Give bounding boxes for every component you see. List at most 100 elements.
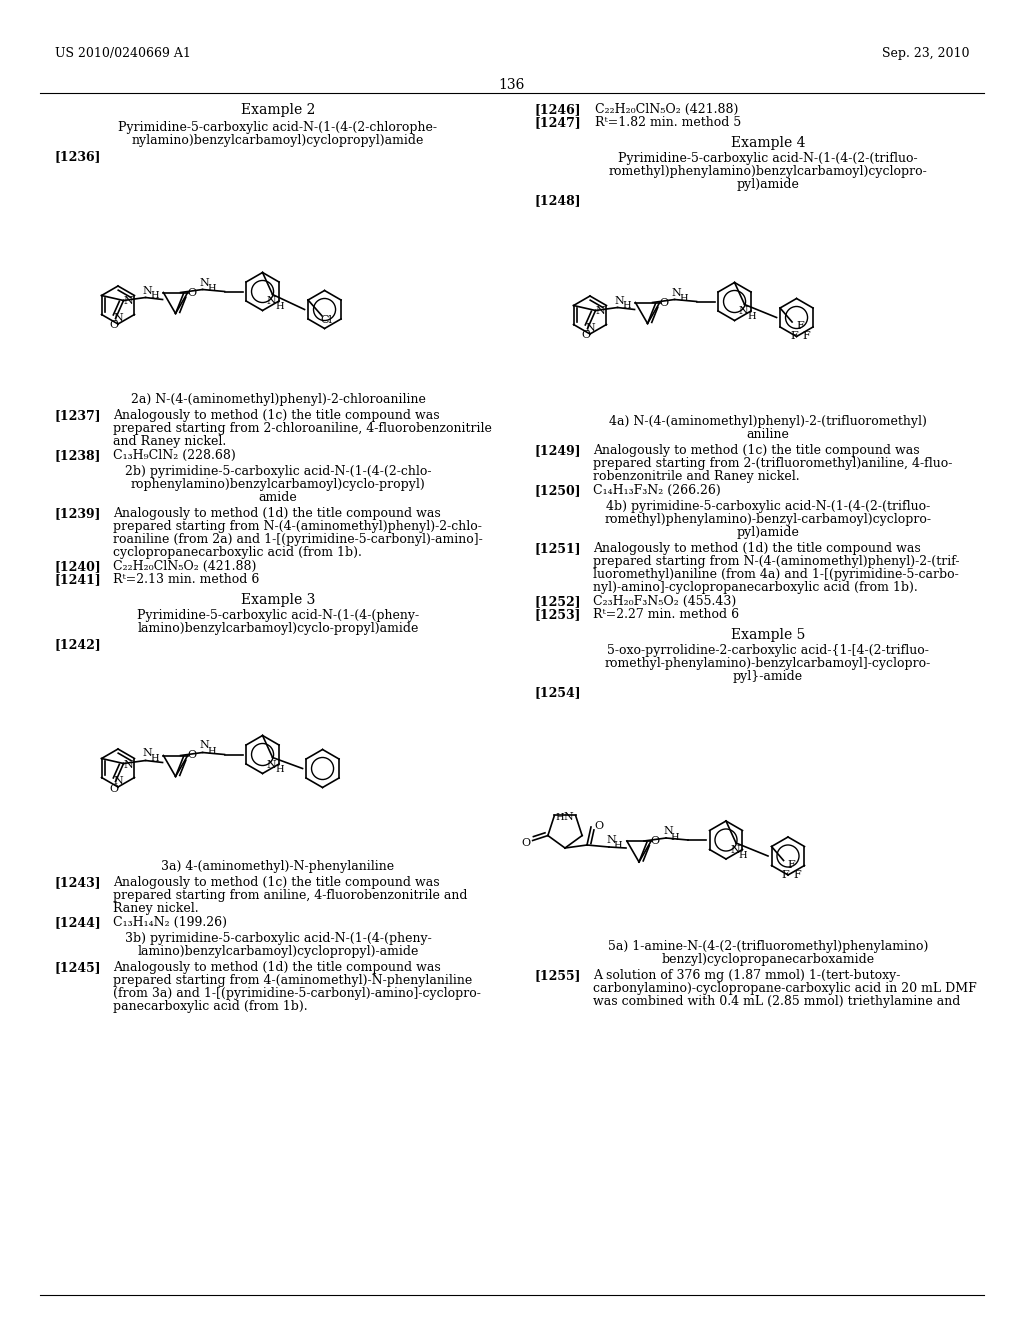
Text: [1253]: [1253] bbox=[535, 609, 582, 620]
Text: Pyrimidine-5-carboxylic acid-N-(1-(4-(2-(trifluo-: Pyrimidine-5-carboxylic acid-N-(1-(4-(2-… bbox=[618, 152, 918, 165]
Text: C₂₂H₂₀ClN₅O₂ (421.88): C₂₂H₂₀ClN₅O₂ (421.88) bbox=[595, 103, 738, 116]
Text: O: O bbox=[109, 784, 118, 793]
Text: amide: amide bbox=[259, 491, 297, 504]
Text: Example 3: Example 3 bbox=[241, 593, 315, 607]
Text: N: N bbox=[563, 812, 573, 822]
Text: N: N bbox=[606, 836, 615, 845]
Text: [1248]: [1248] bbox=[535, 194, 582, 207]
Text: H: H bbox=[275, 302, 284, 312]
Text: F: F bbox=[781, 870, 790, 879]
Text: N: N bbox=[266, 759, 276, 770]
Text: rophenylamino)benzylcarbamoyl)cyclo-propyl): rophenylamino)benzylcarbamoyl)cyclo-prop… bbox=[131, 478, 425, 491]
Text: N: N bbox=[730, 845, 740, 855]
Text: [1241]: [1241] bbox=[55, 573, 101, 586]
Text: N: N bbox=[596, 306, 605, 317]
Text: N: N bbox=[142, 285, 153, 296]
Text: 2a) N-(4-(aminomethyl)phenyl)-2-chloroaniline: 2a) N-(4-(aminomethyl)phenyl)-2-chloroan… bbox=[131, 393, 425, 407]
Text: [1243]: [1243] bbox=[55, 876, 101, 888]
Text: H: H bbox=[748, 312, 756, 321]
Text: 2b) pyrimidine-5-carboxylic acid-N-(1-(4-(2-chlo-: 2b) pyrimidine-5-carboxylic acid-N-(1-(4… bbox=[125, 465, 431, 478]
Text: N: N bbox=[124, 759, 133, 770]
Text: [1251]: [1251] bbox=[535, 543, 582, 554]
Text: robenzonitrile and Raney nickel.: robenzonitrile and Raney nickel. bbox=[593, 470, 800, 483]
Text: lamino)benzylcarbamoyl)cyclo-propyl)amide: lamino)benzylcarbamoyl)cyclo-propyl)amid… bbox=[137, 622, 419, 635]
Text: 5a) 1-amine-N-(4-(2-(trifluoromethyl)phenylamino): 5a) 1-amine-N-(4-(2-(trifluoromethyl)phe… bbox=[608, 940, 928, 953]
Text: H: H bbox=[679, 294, 688, 304]
Text: Example 2: Example 2 bbox=[241, 103, 315, 117]
Text: H: H bbox=[207, 284, 216, 293]
Text: [1250]: [1250] bbox=[535, 484, 582, 498]
Text: 3b) pyrimidine-5-carboxylic acid-N-(1-(4-(pheny-: 3b) pyrimidine-5-carboxylic acid-N-(1-(4… bbox=[125, 932, 431, 945]
Text: O: O bbox=[659, 297, 668, 308]
Text: F: F bbox=[791, 331, 798, 341]
Text: US 2010/0240669 A1: US 2010/0240669 A1 bbox=[55, 48, 190, 59]
Text: Rᵗ=2.27 min. method 6: Rᵗ=2.27 min. method 6 bbox=[593, 609, 739, 620]
Text: N: N bbox=[200, 741, 210, 751]
Text: [1237]: [1237] bbox=[55, 409, 101, 422]
Text: 3a) 4-(aminomethyl)-N-phenylaniline: 3a) 4-(aminomethyl)-N-phenylaniline bbox=[162, 861, 394, 873]
Text: C₁₃H₉ClN₂ (228.68): C₁₃H₉ClN₂ (228.68) bbox=[113, 449, 236, 462]
Text: lamino)benzylcarbamoyl)cyclopropyl)-amide: lamino)benzylcarbamoyl)cyclopropyl)-amid… bbox=[137, 945, 419, 958]
Text: nylamino)benzylcarbamoyl)cyclopropyl)amide: nylamino)benzylcarbamoyl)cyclopropyl)ami… bbox=[132, 135, 424, 147]
Text: 136: 136 bbox=[499, 78, 525, 92]
Text: [1249]: [1249] bbox=[535, 444, 582, 457]
Text: carbonylamino)-cyclopropane-carboxylic acid in 20 mL DMF: carbonylamino)-cyclopropane-carboxylic a… bbox=[593, 982, 977, 995]
Text: Rᵗ=1.82 min. method 5: Rᵗ=1.82 min. method 5 bbox=[595, 116, 741, 129]
Text: prepared starting from N-(4-(aminomethyl)phenyl)-2-chlo-: prepared starting from N-(4-(aminomethyl… bbox=[113, 520, 482, 533]
Text: prepared starting from 2-(trifluoromethyl)aniline, 4-fluo-: prepared starting from 2-(trifluoromethy… bbox=[593, 457, 952, 470]
Text: benzyl)cyclopropanecarboxamide: benzyl)cyclopropanecarboxamide bbox=[662, 953, 874, 966]
Text: [1239]: [1239] bbox=[55, 507, 101, 520]
Text: Cl: Cl bbox=[321, 315, 332, 325]
Text: F: F bbox=[797, 321, 804, 331]
Text: nyl)-amino]-cyclopropanecarboxylic acid (from 1b).: nyl)-amino]-cyclopropanecarboxylic acid … bbox=[593, 581, 918, 594]
Text: N: N bbox=[200, 277, 210, 288]
Text: H: H bbox=[671, 833, 679, 842]
Text: H: H bbox=[151, 754, 159, 763]
Text: Example 4: Example 4 bbox=[731, 136, 805, 150]
Text: romethyl)phenylamino)-benzyl-carbamoyl)cyclopro-: romethyl)phenylamino)-benzyl-carbamoyl)c… bbox=[604, 513, 932, 525]
Text: 4a) N-(4-(aminomethyl)phenyl)-2-(trifluoromethyl): 4a) N-(4-(aminomethyl)phenyl)-2-(trifluo… bbox=[609, 414, 927, 428]
Text: luoromethyl)aniline (from 4a) and 1-[(pyrimidine-5-carbo-: luoromethyl)aniline (from 4a) and 1-[(py… bbox=[593, 568, 958, 581]
Text: N: N bbox=[664, 826, 673, 836]
Text: [1240]: [1240] bbox=[55, 560, 101, 573]
Text: N: N bbox=[672, 288, 681, 297]
Text: O: O bbox=[650, 836, 659, 846]
Text: [1245]: [1245] bbox=[55, 961, 101, 974]
Text: romethyl)phenylamino)benzylcarbamoyl)cyclopro-: romethyl)phenylamino)benzylcarbamoyl)cyc… bbox=[608, 165, 928, 178]
Text: Analogously to method (1d) the title compound was: Analogously to method (1d) the title com… bbox=[113, 507, 440, 520]
Text: H: H bbox=[207, 747, 216, 756]
Text: O: O bbox=[521, 838, 530, 847]
Text: Raney nickel.: Raney nickel. bbox=[113, 902, 199, 915]
Text: H: H bbox=[275, 766, 284, 774]
Text: [1255]: [1255] bbox=[535, 969, 582, 982]
Text: [1252]: [1252] bbox=[535, 595, 582, 609]
Text: C₂₃H₂₀F₃N₅O₂ (455.43): C₂₃H₂₀F₃N₅O₂ (455.43) bbox=[593, 595, 736, 609]
Text: N: N bbox=[113, 313, 123, 323]
Text: N: N bbox=[738, 306, 749, 317]
Text: Analogously to method (1c) the title compound was: Analogously to method (1c) the title com… bbox=[113, 876, 439, 888]
Text: N: N bbox=[614, 296, 625, 305]
Text: Analogously to method (1c) the title compound was: Analogously to method (1c) the title com… bbox=[593, 444, 920, 457]
Text: H: H bbox=[613, 842, 623, 850]
Text: H: H bbox=[738, 850, 748, 859]
Text: [1246]: [1246] bbox=[535, 103, 582, 116]
Text: (from 3a) and 1-[(pyrimidine-5-carbonyl)-amino]-cyclopro-: (from 3a) and 1-[(pyrimidine-5-carbonyl)… bbox=[113, 987, 481, 1001]
Text: Analogously to method (1d) the title compound was: Analogously to method (1d) the title com… bbox=[113, 961, 440, 974]
Text: Rᵗ=2.13 min. method 6: Rᵗ=2.13 min. method 6 bbox=[113, 573, 259, 586]
Text: [1244]: [1244] bbox=[55, 916, 101, 929]
Text: Analogously to method (1d) the title compound was: Analogously to method (1d) the title com… bbox=[593, 543, 921, 554]
Text: A solution of 376 mg (1.87 mmol) 1-(tert-butoxy-: A solution of 376 mg (1.87 mmol) 1-(tert… bbox=[593, 969, 900, 982]
Text: roaniline (from 2a) and 1-[(pyrimidine-5-carbonyl)-amino]-: roaniline (from 2a) and 1-[(pyrimidine-5… bbox=[113, 533, 482, 546]
Text: N: N bbox=[142, 748, 153, 759]
Text: 4b) pyrimidine-5-carboxylic acid-N-(1-(4-(2-(trifluo-: 4b) pyrimidine-5-carboxylic acid-N-(1-(4… bbox=[606, 500, 930, 513]
Text: 5-oxo-pyrrolidine-2-carboxylic acid-{1-[4-(2-trifluo-: 5-oxo-pyrrolidine-2-carboxylic acid-{1-[… bbox=[607, 644, 929, 657]
Text: was combined with 0.4 mL (2.85 mmol) triethylamine and: was combined with 0.4 mL (2.85 mmol) tri… bbox=[593, 995, 961, 1008]
Text: O: O bbox=[187, 751, 197, 760]
Text: panecarboxylic acid (from 1b).: panecarboxylic acid (from 1b). bbox=[113, 1001, 307, 1012]
Text: pyl)amide: pyl)amide bbox=[736, 178, 800, 191]
Text: N: N bbox=[266, 297, 276, 306]
Text: C₁₄H₁₃F₃N₂ (266.26): C₁₄H₁₃F₃N₂ (266.26) bbox=[593, 484, 721, 498]
Text: H: H bbox=[555, 813, 564, 822]
Text: O: O bbox=[581, 330, 590, 341]
Text: [1236]: [1236] bbox=[55, 150, 101, 162]
